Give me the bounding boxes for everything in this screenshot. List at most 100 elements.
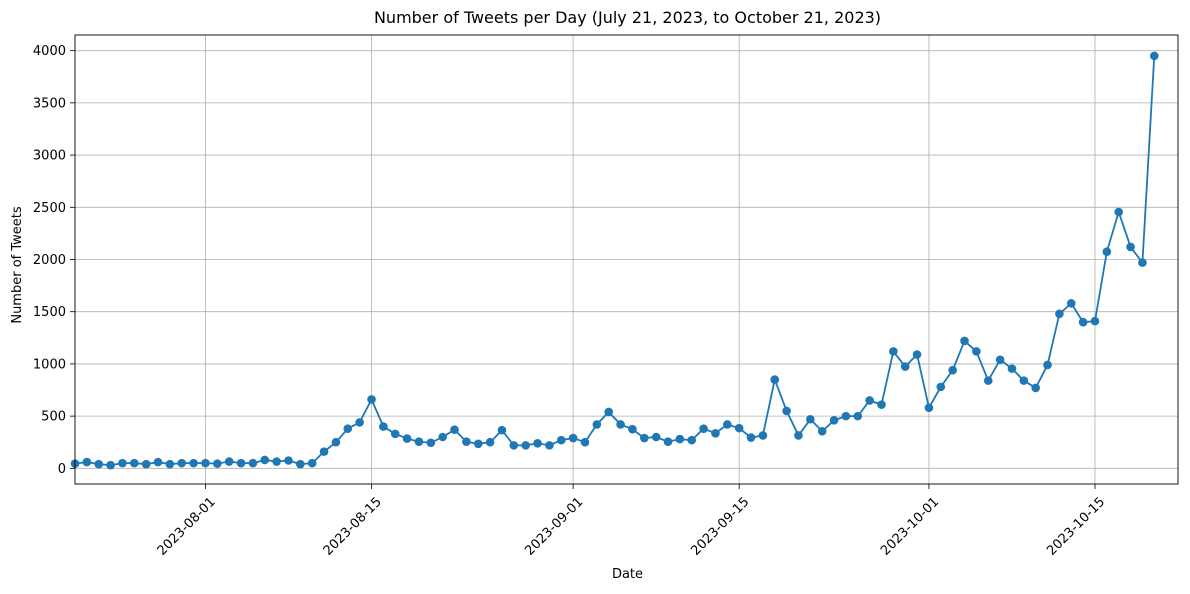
data-point <box>972 347 981 356</box>
data-point <box>853 411 863 421</box>
data-point <box>865 396 874 405</box>
data-point <box>355 418 364 427</box>
data-point <box>568 433 578 443</box>
data-point <box>497 425 507 435</box>
data-point <box>153 457 163 467</box>
data-point <box>260 455 270 465</box>
data-point <box>1078 317 1088 327</box>
chart-title: Number of Tweets per Day (July 21, 2023,… <box>374 8 881 27</box>
x-tick-label: 2023-08-01 <box>155 495 219 559</box>
data-point <box>639 433 649 443</box>
data-point <box>307 458 317 468</box>
data-point <box>331 437 341 447</box>
data-point <box>746 433 756 442</box>
x-tick-label: 2023-09-01 <box>522 495 586 559</box>
series-line <box>74 55 1156 467</box>
data-point <box>782 406 791 416</box>
data-point <box>236 458 246 468</box>
x-tick-label: 2023-08-15 <box>321 495 385 559</box>
data-point <box>319 447 329 456</box>
data-point <box>556 435 566 445</box>
data-point <box>343 424 353 433</box>
data-point <box>1019 376 1029 385</box>
x-axis-ticks: 2023-08-01 2023-08-15 2023-09-01 2023-09-15… <box>155 484 1108 559</box>
data-point <box>699 424 708 433</box>
data-point <box>189 458 198 468</box>
data-point <box>296 459 305 469</box>
data-point <box>687 435 697 445</box>
data-point <box>877 400 886 409</box>
data-point <box>533 438 542 448</box>
y-tick-label: 4000 <box>33 44 66 59</box>
y-tick-label: 3500 <box>33 96 66 111</box>
y-tick-label: 2500 <box>33 201 66 216</box>
data-point <box>1149 51 1159 61</box>
data-point <box>770 375 780 384</box>
data-point <box>663 437 673 447</box>
data-point <box>829 416 839 425</box>
y-axis-label: Number of Tweets <box>10 206 25 324</box>
data-point <box>118 458 127 468</box>
data-point <box>1055 309 1064 319</box>
data-point <box>1102 247 1112 256</box>
data-point <box>912 350 922 359</box>
data-point <box>379 422 388 431</box>
data-point <box>628 424 637 434</box>
x-tick-label: 2023-10-15 <box>1044 495 1108 559</box>
data-point <box>1114 207 1123 217</box>
data-point <box>794 431 803 440</box>
data-point <box>272 457 281 466</box>
data-point <box>248 458 258 468</box>
grid <box>75 35 1178 484</box>
data-point <box>82 457 92 467</box>
data-point <box>462 437 471 447</box>
series-layer <box>70 51 1159 470</box>
data-point <box>213 459 222 468</box>
data-point <box>284 456 293 465</box>
data-point <box>936 382 946 392</box>
data-point <box>995 355 1005 365</box>
x-axis-label: Date <box>612 567 643 582</box>
data-point <box>402 434 412 443</box>
y-tick-label: 1000 <box>33 357 66 372</box>
data-point <box>592 420 602 429</box>
data-point <box>473 439 483 449</box>
y-tick-label: 0 <box>58 462 66 477</box>
data-point <box>450 425 459 435</box>
data-point <box>414 437 424 447</box>
data-point <box>604 407 614 417</box>
data-point <box>711 429 720 438</box>
data-point <box>485 437 495 447</box>
y-tick-label: 1500 <box>33 305 66 320</box>
data-point <box>960 336 969 346</box>
data-point <box>438 432 447 442</box>
y-tick-label: 3000 <box>33 149 66 164</box>
data-point <box>651 432 661 442</box>
data-point <box>983 376 993 385</box>
data-point <box>521 441 530 450</box>
data-point <box>426 438 436 448</box>
data-point <box>1126 242 1135 252</box>
data-point <box>130 458 139 468</box>
x-tick-label: 2023-10-01 <box>878 495 942 559</box>
y-tick-label: 500 <box>41 410 66 425</box>
data-point <box>900 362 910 371</box>
data-point <box>675 434 685 444</box>
data-point <box>817 426 827 436</box>
x-tick-label: 2023-09-15 <box>688 495 752 559</box>
data-point <box>723 420 732 429</box>
data-point <box>1138 258 1147 267</box>
y-tick-label: 2000 <box>33 253 66 268</box>
data-point <box>141 459 151 469</box>
data-point <box>1066 299 1076 308</box>
data-point <box>841 411 851 421</box>
data-point <box>1043 360 1052 370</box>
data-point <box>924 403 934 413</box>
data-point <box>94 459 104 469</box>
data-point <box>948 365 957 375</box>
data-point <box>509 441 519 450</box>
data-point <box>177 458 187 468</box>
y-axis-ticks: 0 500 1000 1500 2000 2500 3000 3500 4000 <box>33 44 75 477</box>
